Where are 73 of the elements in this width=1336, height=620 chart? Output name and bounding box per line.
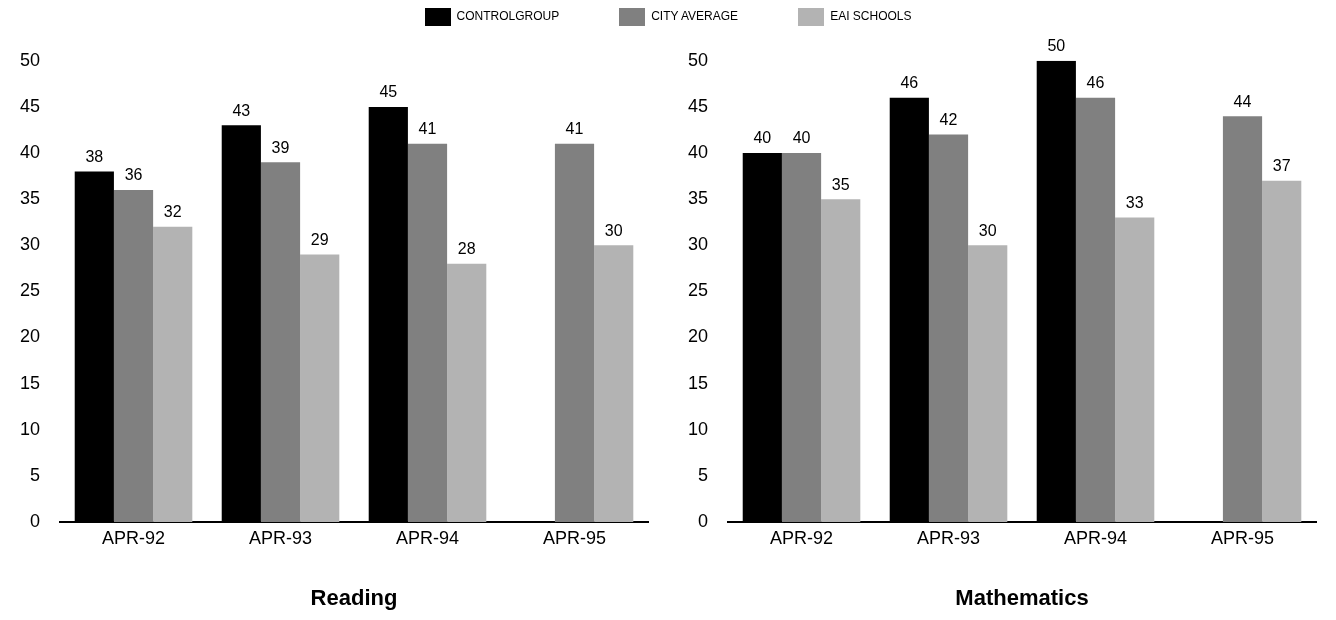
y-tick-label: 50	[19, 49, 41, 70]
data-label: 30	[978, 221, 997, 239]
bar	[821, 199, 861, 522]
bar	[968, 245, 1008, 522]
y-tick-label: 50	[687, 49, 709, 70]
data-label: 41	[418, 120, 437, 138]
y-tick-label: 20	[19, 326, 41, 347]
bar	[300, 254, 340, 522]
x-tick-label: APR-93	[917, 527, 981, 548]
data-label: 46	[1086, 74, 1105, 92]
x-tick-label: APR-92	[770, 527, 834, 548]
x-tick-label: APR-95	[542, 527, 607, 548]
data-label: 37	[1272, 157, 1291, 175]
data-label: 50	[1047, 37, 1066, 55]
data-label: 28	[457, 240, 476, 258]
y-tick-label: 10	[687, 418, 709, 439]
bar	[1115, 217, 1155, 522]
x-axis-title: Mathematics	[955, 584, 1089, 610]
data-label: 45	[379, 83, 398, 101]
data-label: 40	[753, 129, 772, 147]
y-tick-label: 5	[698, 464, 709, 485]
data-label: 46	[900, 74, 919, 92]
x-tick-label: APR-95	[1210, 527, 1275, 548]
legend-label: CONTROLGROUP	[455, 8, 560, 26]
bar	[928, 134, 969, 522]
data-label: 35	[831, 175, 850, 193]
bar	[554, 143, 595, 522]
y-tick-label: 5	[30, 464, 41, 485]
y-tick-label: 15	[19, 372, 41, 393]
data-label: 40	[792, 129, 811, 147]
y-tick-label: 45	[687, 95, 709, 116]
data-label: 44	[1233, 92, 1252, 110]
x-tick-label: APR-94	[395, 527, 460, 548]
bar	[260, 162, 301, 522]
y-tick-label: 25	[687, 280, 709, 301]
y-tick-label: 0	[30, 510, 41, 531]
y-tick-label: 15	[687, 372, 709, 393]
data-label: 39	[271, 138, 290, 156]
x-tick-label: APR-94	[1063, 527, 1128, 548]
y-tick-label: 45	[19, 95, 41, 116]
bar	[1222, 116, 1263, 522]
y-tick-label: 0	[698, 510, 709, 531]
bar	[153, 226, 193, 522]
data-label: 33	[1125, 194, 1144, 212]
y-tick-label: 30	[687, 234, 709, 255]
data-label: 38	[85, 147, 104, 165]
data-label: 32	[163, 203, 182, 221]
bar	[447, 263, 487, 522]
data-label: 42	[939, 111, 958, 128]
legend-label: EAI SCHOOLS	[829, 8, 912, 26]
data-label: 41	[565, 120, 584, 138]
data-label: 30	[604, 221, 623, 239]
y-tick-label: 40	[19, 142, 41, 163]
x-axis-title: Reading	[310, 584, 398, 610]
data-label: 36	[124, 166, 143, 184]
bar	[407, 143, 448, 522]
y-tick-label: 35	[687, 188, 709, 209]
y-tick-label: 30	[19, 234, 41, 255]
data-label: 29	[310, 230, 329, 248]
y-tick-label: 25	[19, 280, 41, 301]
x-tick-label: APR-93	[249, 527, 313, 548]
bar	[594, 245, 634, 522]
y-tick-label: 20	[687, 326, 709, 347]
bar	[113, 189, 154, 522]
x-tick-label: APR-92	[102, 527, 166, 548]
bar	[1262, 180, 1302, 522]
bar	[1075, 97, 1116, 522]
bar	[781, 153, 822, 522]
y-tick-label: 10	[19, 418, 41, 439]
y-tick-label: 40	[687, 142, 709, 163]
data-label: 43	[232, 101, 251, 119]
legend-label: CITY AVERAGE	[650, 8, 739, 26]
y-tick-label: 35	[19, 188, 41, 209]
